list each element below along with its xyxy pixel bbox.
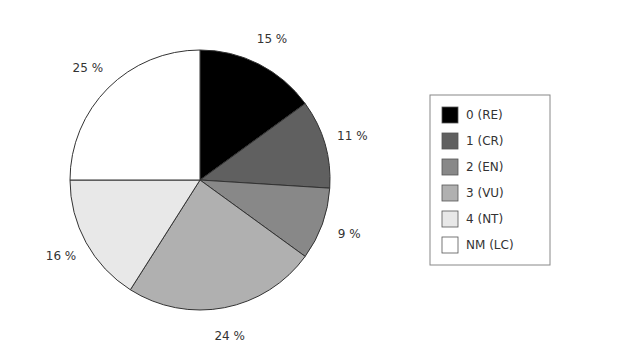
pie-slice [70, 50, 200, 180]
data-label: 9 % [338, 227, 361, 241]
data-label: 15 % [257, 32, 288, 46]
legend-item: 0 (RE) [442, 107, 503, 123]
legend-swatch [442, 211, 458, 227]
legend-swatch [442, 107, 458, 123]
legend-frame [430, 95, 550, 265]
data-label: 16 % [46, 249, 77, 263]
legend-item: 2 (EN) [442, 159, 503, 175]
legend-swatch [442, 133, 458, 149]
legend-item: 1 (CR) [442, 133, 504, 149]
legend-label: 2 (EN) [466, 160, 503, 174]
data-label: 24 % [214, 329, 245, 343]
data-label: 11 % [337, 129, 368, 143]
chart: 15 % 11 % 9 % 24 % 16 % 25 % 0 (RE) 1 (CR) 2 (EN… [0, 0, 640, 360]
legend-label: 0 (RE) [466, 108, 503, 122]
legend-label: 1 (CR) [466, 134, 504, 148]
legend: 0 (RE) 1 (CR) 2 (EN) 3 (VU) 4 (NT) NM (LC) [430, 95, 550, 265]
legend-label: NM (LC) [466, 238, 514, 252]
data-label: 25 % [73, 61, 104, 75]
legend-label: 3 (VU) [466, 186, 504, 200]
pie-slice [200, 104, 330, 189]
pie [70, 50, 330, 310]
legend-item: NM (LC) [442, 237, 514, 253]
pie-slice [70, 180, 200, 290]
legend-swatch [442, 185, 458, 201]
legend-swatch [442, 237, 458, 253]
data-labels: 15 % 11 % 9 % 24 % 16 % 25 % [46, 32, 368, 343]
legend-item: 4 (NT) [442, 211, 503, 227]
legend-label: 4 (NT) [466, 212, 503, 226]
legend-swatch [442, 159, 458, 175]
legend-item: 3 (VU) [442, 185, 504, 201]
